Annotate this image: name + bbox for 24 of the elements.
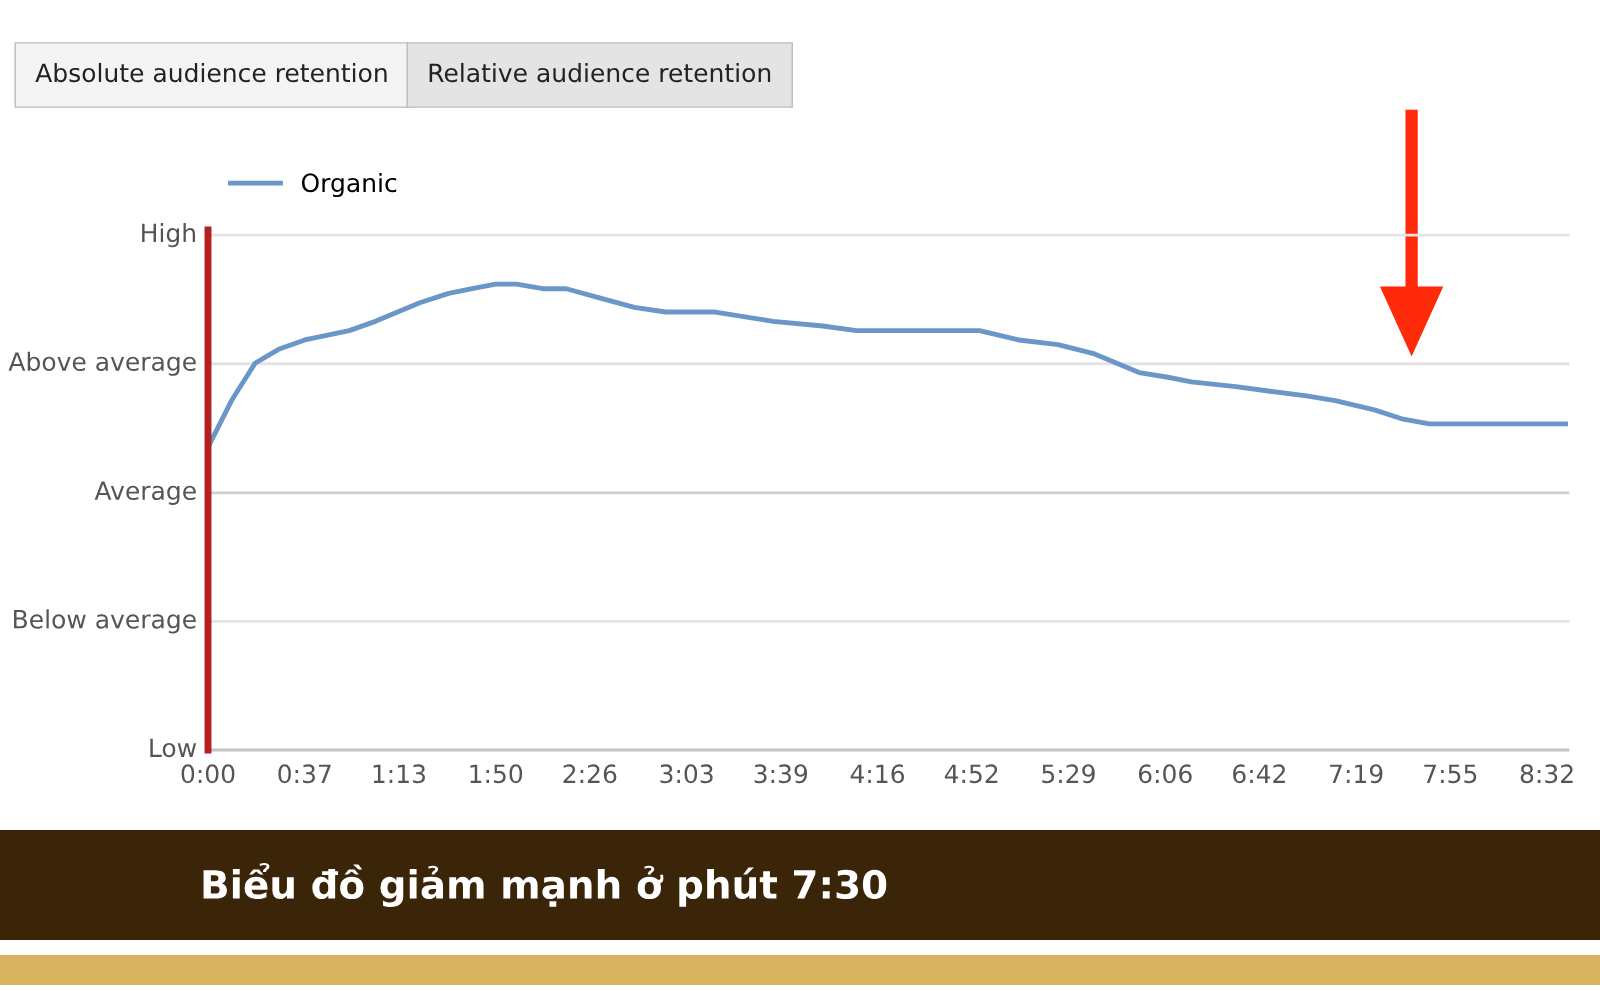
x-tick-label: 0:37 — [278, 764, 331, 784]
x-tick-label: 1:50 — [470, 764, 523, 784]
x-tick-label: 4:16 — [850, 764, 905, 784]
x-tick-label: 7:55 — [1424, 764, 1477, 784]
ref-line-label: Average — [94, 481, 196, 505]
x-tick-label: 1:13 — [373, 764, 425, 784]
x-tick-label: 5:29 — [1042, 764, 1095, 784]
x-tick-label: 3:03 — [660, 764, 713, 784]
text: Relative audience retention — [429, 62, 771, 83]
text: Biểu đồ giảm mạnh ở phút 7:30 — [203, 863, 887, 907]
x-tick-label: 4:52 — [944, 764, 998, 784]
ref-line-label: Below average — [14, 609, 196, 634]
x-tick-label: 7:19 — [1330, 764, 1383, 784]
x-tick-label: 2:26 — [563, 764, 617, 784]
ref-line-label: High — [142, 223, 195, 248]
legend-label: Organic — [301, 172, 397, 198]
x-tick-label: 0:00 — [181, 764, 235, 784]
ref-line-label: Above average — [8, 351, 196, 376]
x-tick-label: 6:42 — [1233, 764, 1285, 784]
x-tick-label: 3:39 — [754, 764, 808, 784]
text: Low — [150, 738, 197, 758]
x-tick-label: 8:32 — [1520, 764, 1573, 784]
text: Absolute audience retention — [35, 62, 387, 83]
x-tick-label: 6:06 — [1138, 764, 1192, 784]
